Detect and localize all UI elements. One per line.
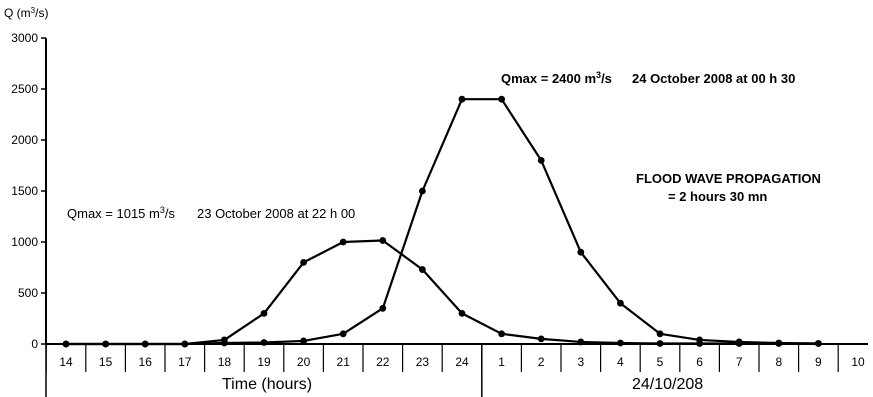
series-2-point [62,340,70,348]
x-tick-label: 20 [297,355,311,369]
x-tick-label: 4 [617,355,624,369]
series-2-point [617,299,624,307]
propagation-line-1: FLOOD WAVE PROPAGATION [636,171,821,186]
series-2-point [339,330,347,338]
series-1-point [458,310,466,317]
qmax2-date: 24 October 2008 at 00 h 30 [632,71,795,86]
series-1-point [617,339,624,347]
series-2-point [656,330,664,338]
series-2-point [260,339,268,346]
series-2-point [735,338,743,346]
y-tick-label: 1000 [11,235,38,249]
qmax2-annotation: Qmax = 2400 m3/s [501,70,612,86]
series-2-point [141,340,149,348]
propagation-line-2: = 2 hours 30 mn [668,189,767,204]
y-tick-label: 3000 [11,31,38,45]
series-2-point [102,340,109,348]
series-layer [62,95,822,348]
series-2-point [775,339,783,347]
x-tick-label: 6 [696,355,703,369]
date-label: 24/10/208 [632,376,703,393]
series-1-point [537,335,545,343]
y-tick-label: 2000 [11,133,38,147]
x-tick-label: 7 [736,355,743,369]
qmax1-date: 23 October 2008 at 22 h 00 [197,206,355,221]
series-1-point [260,310,268,317]
series-2-point [221,339,228,347]
series-2-point [537,157,545,164]
x-tick-label: 18 [218,355,232,369]
x-tick-label: 10 [851,355,865,369]
x-axis-title: Time (hours) [222,376,312,393]
series-1-line [66,239,819,346]
y-tick-label: 500 [18,286,38,300]
y-axis-label: Q (m3/s) [4,6,48,21]
x-tick-label: 16 [139,355,153,369]
x-tick-label: 24 [455,355,469,369]
series-2-point [577,248,585,256]
series-2-line [66,98,819,346]
x-tick-label: 8 [775,355,782,369]
x-tick-label: 9 [815,355,822,369]
series-2-point [300,337,307,345]
x-tick-label: 23 [416,355,430,369]
x-tick-label: 21 [337,355,351,369]
qmax1-annotation: Qmax = 1015 m3/s [67,205,175,221]
x-tick-label: 22 [376,355,390,369]
series-2-point [419,187,426,195]
x-tick-label: 3 [577,355,584,369]
x-tick-label: 15 [99,355,113,369]
series-1-point [339,238,347,246]
x-tick-label: 19 [257,355,271,369]
x-tick-label: 5 [657,355,664,369]
series-1-point [656,340,664,347]
series-1-point [577,338,585,346]
series-2-point [498,95,505,103]
y-tick-label: 0 [31,337,38,351]
series-2-point [181,340,189,348]
x-tick-label: 2 [538,355,545,369]
series-1-point [498,330,505,338]
y-tick-label: 1500 [11,184,38,198]
x-tick-label: 1 [498,355,505,369]
series-2-point [815,340,822,347]
series-2-point [696,336,703,344]
y-ticks: 0 500 1000 1500 2000 2500 3000 [11,31,46,351]
y-tick-label: 2500 [11,82,38,96]
series-1-point [419,266,426,273]
series-1-point [379,237,387,244]
series-1-point [300,259,307,266]
series-2-point [379,304,387,312]
x-tick-label: 14 [59,355,73,369]
x-tick-boxes: 14 15 16 17 18 19 20 21 22 23 24 1 2 3 4 5 6 7 8 9 10 [45,344,865,397]
series-2-point [458,95,466,103]
x-tick-label: 17 [178,355,192,369]
